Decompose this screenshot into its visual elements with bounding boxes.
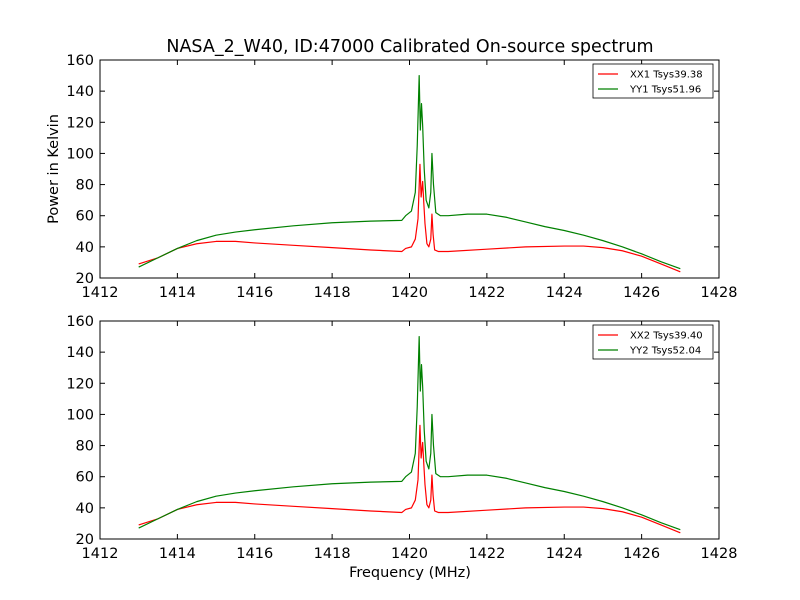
x-tick-label: 1418	[314, 546, 351, 562]
x-tick-label: 1420	[391, 285, 428, 301]
y-tick-label: 40	[76, 501, 94, 517]
y-tick-label: 100	[66, 407, 94, 423]
y-tick-label: 20	[76, 532, 94, 548]
x-tick-label: 1416	[236, 546, 273, 562]
x-tick-label: 1420	[391, 546, 428, 562]
x-tick-label: 1424	[546, 285, 583, 301]
x-tick-label: 1426	[623, 546, 660, 562]
y-tick-label: 80	[76, 439, 94, 455]
x-tick-label: 1428	[701, 285, 738, 301]
x-tick-label: 1414	[159, 285, 196, 301]
y-tick-label: 120	[66, 376, 94, 392]
x-tick-label: 1424	[546, 546, 583, 562]
y-tick-label: 120	[66, 115, 94, 131]
series-line-xx-panel-2	[138, 424, 681, 534]
x-tick-label: 1416	[236, 285, 273, 301]
y-tick-label: 100	[66, 146, 94, 162]
x-tick-label: 1412	[82, 546, 119, 562]
x-tick-label: 1412	[82, 285, 119, 301]
x-tick-label: 1422	[468, 285, 505, 301]
x-tick-label: 1422	[468, 546, 505, 562]
legend-box	[592, 324, 714, 360]
x-tick-label: 1428	[701, 546, 738, 562]
top-spectrum-panel: 1412 1414 1416 1418 1420 1422 1424 1426 1428 20 40…	[66, 53, 737, 301]
x-axis-label: Frequency (MHz)	[349, 565, 471, 581]
y-tick-label: 40	[76, 240, 94, 256]
legend-entry: XX1 Tsys39.38	[630, 70, 703, 81]
y-tick-label: 140	[66, 84, 94, 100]
legend-entry: YY1 Tsys51.96	[629, 85, 701, 96]
x-tick-label: 1414	[159, 546, 196, 562]
y-tick-label: 140	[66, 345, 94, 361]
series-line-yy-panel-2	[138, 335, 681, 531]
series-line-xx-panel-1	[138, 163, 681, 273]
x-tick-label: 1418	[314, 285, 351, 301]
y-tick-label: 60	[76, 470, 94, 486]
x-tick-label: 1426	[623, 285, 660, 301]
chart-title: NASA_2_W40, ID:47000 Calibrated On-sourc…	[166, 37, 653, 57]
bottom-spectrum-panel: 1412 1414 1416 1418 1420 1422 1424 1426 1428 20 40…	[66, 314, 737, 562]
y-tick-label: 20	[76, 271, 94, 287]
series-line-yy-panel-1	[138, 74, 681, 270]
legend: XX2 Tsys39.40 YY2 Tsys52.04	[592, 324, 714, 360]
legend-box	[592, 63, 714, 99]
y-tick-label: 160	[66, 314, 94, 330]
y-tick-label: 60	[76, 209, 94, 225]
y-tick-label: 160	[66, 53, 94, 69]
legend-entry: XX2 Tsys39.40	[630, 331, 703, 342]
y-axis-label: Power in Kelvin	[46, 114, 62, 224]
y-tick-label: 80	[76, 178, 94, 194]
legend-entry: YY2 Tsys52.04	[629, 346, 701, 357]
legend: XX1 Tsys39.38 YY1 Tsys51.96	[592, 63, 714, 99]
